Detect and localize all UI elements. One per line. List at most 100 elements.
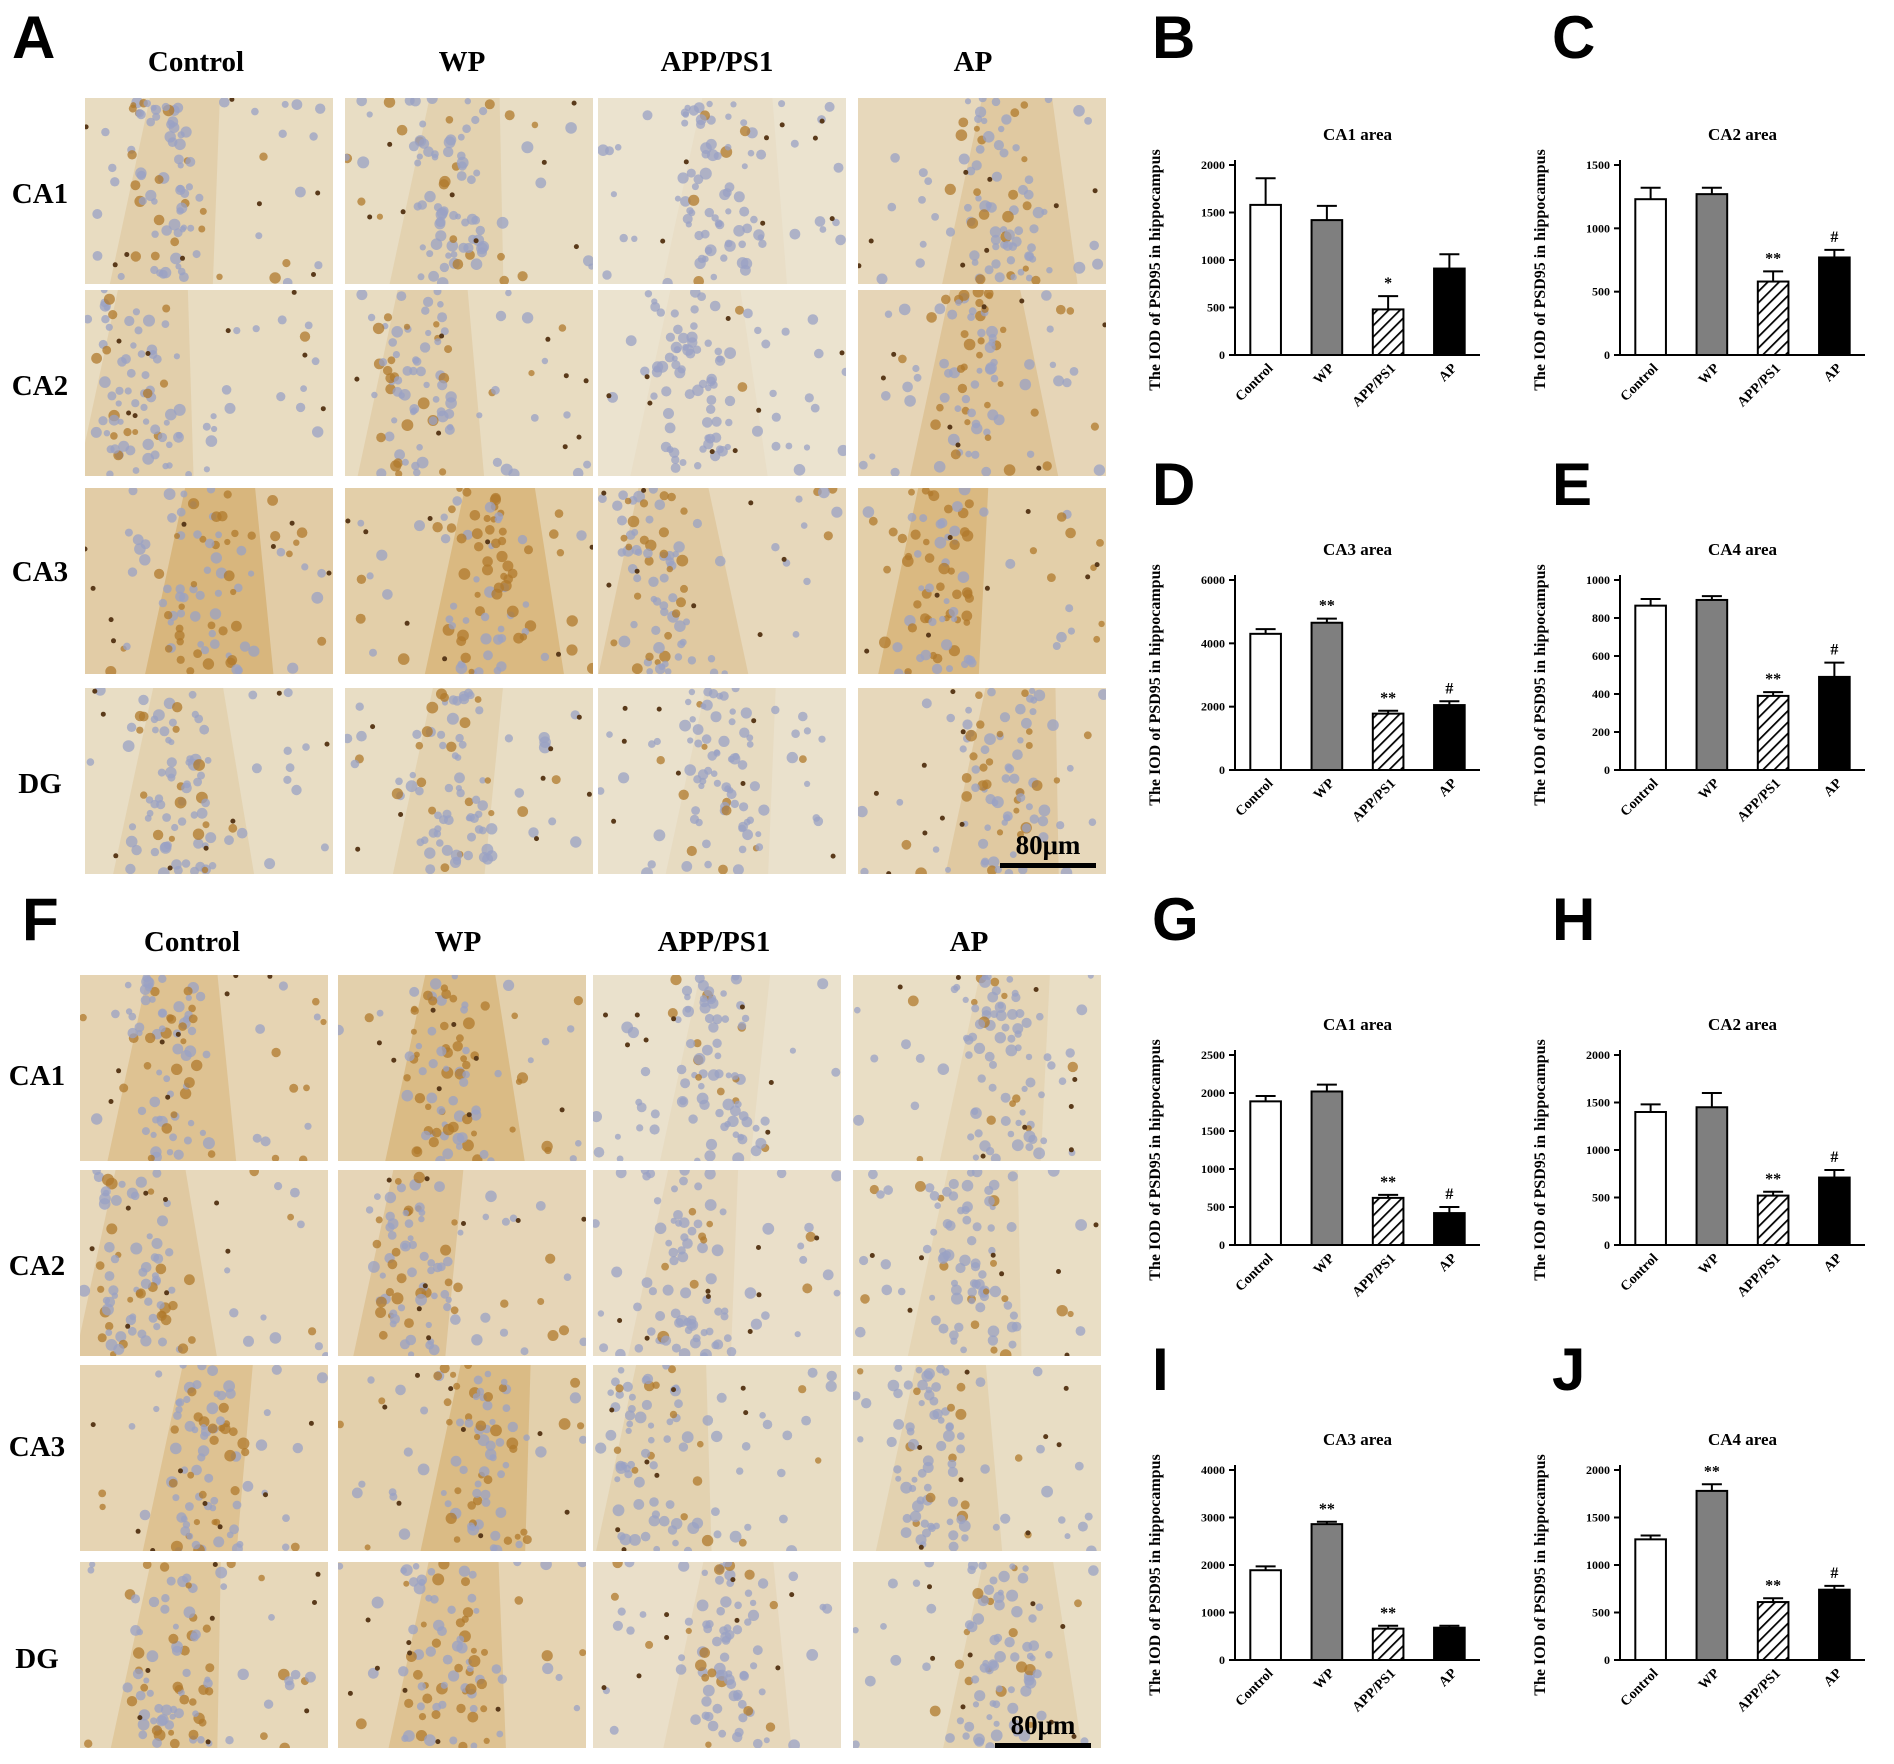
chart-title: CA1 area (1323, 125, 1393, 144)
x-tick-label: Control (1618, 361, 1662, 405)
panel-letter-f: F (22, 886, 59, 953)
micrograph-tile-dg-ap (858, 688, 1106, 874)
micrograph-tile-ca1-wp (345, 98, 593, 284)
y-tick-label: 2000 (1586, 1463, 1610, 1477)
column-header-ap: AP (953, 46, 993, 78)
x-tick-label: AP (1436, 361, 1460, 385)
bar-control (1249, 203, 1282, 357)
bar-ap (1818, 1588, 1851, 1661)
x-tick-label: WP (1696, 776, 1723, 803)
bar-ap (1433, 1212, 1466, 1247)
x-tick-label: AP (1821, 1251, 1845, 1275)
bar-control (1634, 604, 1667, 772)
panel-letter-a: A (12, 4, 56, 71)
x-tick-label: Control (1618, 776, 1662, 820)
x-tick-label: Control (1233, 1666, 1277, 1710)
chart-title: CA3 area (1323, 540, 1393, 559)
panel-letter-d: D (1152, 451, 1196, 518)
bar-ap (1818, 256, 1851, 356)
x-tick-label: AP (1821, 1666, 1845, 1690)
significance-marker: # (1830, 229, 1838, 246)
y-tick-label: 2000 (1586, 1048, 1610, 1062)
micrograph-tile-dg-app-ps1 (598, 688, 846, 874)
micrograph-tile-dg-wp (345, 688, 593, 874)
significance-marker: ** (1765, 1577, 1781, 1594)
y-tick-label: 1000 (1586, 221, 1610, 235)
micrograph-tile-ca2-app-ps1 (598, 290, 846, 476)
x-tick-label: APP/PS1 (1350, 1251, 1399, 1300)
scale-bar-line (995, 1743, 1091, 1748)
column-header-app-ps1: APP/PS1 (657, 926, 771, 958)
bar-app-ps1 (1371, 308, 1405, 356)
bar-wp (1310, 1090, 1344, 1247)
micrograph-tile-dg-wp (338, 1562, 586, 1748)
y-tick-label: 500 (1207, 1200, 1225, 1214)
bar-control (1634, 1538, 1667, 1661)
micrograph-tile-ca3-control (80, 1365, 328, 1551)
bar-control (1249, 1100, 1282, 1246)
panel-letter-c: C (1552, 4, 1596, 71)
panel-letter-b: B (1152, 4, 1196, 71)
bar-chart-i: CA3 area The IOD of PSD95 in hippocampus 0… (1147, 1430, 1480, 1715)
micrograph-tile-ca3-app-ps1 (598, 488, 846, 674)
y-tick-label: 1000 (1586, 573, 1610, 587)
bar-chart-b: CA1 area The IOD of PSD95 in hippocampus 0… (1147, 125, 1480, 410)
x-tick-label: Control (1233, 776, 1277, 820)
y-tick-label: 6000 (1201, 573, 1225, 587)
micrograph-tile-dg-control (85, 688, 333, 874)
x-tick-label: AP (1821, 776, 1845, 800)
y-tick-label: 0 (1604, 1653, 1610, 1667)
significance-marker: ** (1380, 690, 1396, 707)
bar-wp (1695, 193, 1729, 356)
micrograph-tile-ca3-wp (345, 488, 593, 674)
significance-marker: ** (1765, 1171, 1781, 1188)
micrograph-tile-ca1-app-ps1 (593, 975, 841, 1161)
y-tick-label: 500 (1592, 1191, 1610, 1205)
y-tick-label: 0 (1219, 1238, 1225, 1252)
bar-ap (1433, 1626, 1466, 1661)
bar-control (1249, 632, 1282, 772)
y-tick-label: 1000 (1586, 1143, 1610, 1157)
y-tick-label: 2000 (1201, 700, 1225, 714)
y-axis-label: The IOD of PSD95 in hippocampus (1147, 1039, 1164, 1280)
chart-title: CA4 area (1708, 1430, 1778, 1449)
y-axis-label: The IOD of PSD95 in hippocampus (1147, 1454, 1164, 1695)
bar-app-ps1 (1371, 1627, 1405, 1661)
row-label-ca1: CA1 (11, 178, 69, 210)
y-tick-label: 1500 (1586, 1511, 1610, 1525)
y-tick-label: 4000 (1201, 636, 1225, 650)
micrograph-tile-ca2-wp (338, 1170, 586, 1356)
panel-letter-e: E (1552, 451, 1593, 518)
y-tick-label: 500 (1592, 1606, 1610, 1620)
x-tick-label: WP (1696, 361, 1723, 388)
significance-marker: # (1830, 1149, 1838, 1166)
bar-app-ps1 (1756, 1194, 1790, 1247)
bar-app-ps1 (1371, 1196, 1405, 1247)
row-label-ca3: CA3 (8, 1431, 66, 1463)
y-tick-label: 1500 (1586, 1096, 1610, 1110)
y-tick-label: 0 (1219, 1653, 1225, 1667)
y-tick-label: 0 (1604, 348, 1610, 362)
y-tick-label: 1500 (1201, 1124, 1225, 1138)
y-axis-label: The IOD of PSD95 in hippocampus (1532, 149, 1549, 390)
column-header-app-ps1: APP/PS1 (660, 46, 774, 78)
panel-letter-i: I (1152, 1336, 1169, 1403)
chart-title: CA2 area (1708, 125, 1778, 144)
significance-marker: ** (1765, 250, 1781, 267)
y-axis-label: The IOD of PSD95 in hippocampus (1532, 1454, 1549, 1695)
scale-bar: 80μm (995, 1710, 1091, 1748)
y-axis-label: The IOD of PSD95 in hippocampus (1532, 564, 1549, 805)
significance-marker: ** (1704, 1463, 1720, 1480)
x-tick-label: WP (1311, 361, 1338, 388)
x-tick-label: WP (1311, 776, 1338, 803)
y-axis-label: The IOD of PSD95 in hippocampus (1147, 149, 1164, 390)
significance-marker: ** (1319, 598, 1335, 615)
bar-ap (1433, 267, 1466, 356)
x-tick-label: APP/PS1 (1735, 776, 1784, 825)
x-tick-label: WP (1696, 1251, 1723, 1278)
y-tick-label: 200 (1592, 725, 1610, 739)
micrograph-tile-ca3-control (85, 488, 333, 674)
row-label-ca3: CA3 (11, 556, 69, 588)
x-tick-label: APP/PS1 (1350, 776, 1399, 825)
y-tick-label: 0 (1604, 763, 1610, 777)
